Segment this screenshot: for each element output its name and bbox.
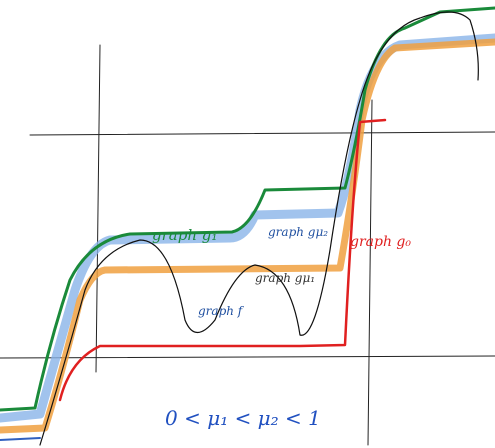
curve-f bbox=[39, 11, 479, 446]
caption: 0 < μ₁ < μ₂ < 1 bbox=[165, 406, 321, 430]
left-vertical-line bbox=[95, 44, 101, 373]
curve-g1 bbox=[0, 6, 495, 412]
label-g-mu1: graph gμ₁ bbox=[255, 271, 315, 285]
curve-g0 bbox=[58, 118, 387, 402]
label-g1: graph g₁ bbox=[152, 226, 217, 244]
label-g-mu2: graph gμ₂ bbox=[268, 225, 328, 239]
curve-g-mu1 bbox=[0, 38, 495, 434]
label-g0: graph g₀ bbox=[350, 234, 411, 250]
curve-stub bbox=[0, 437, 41, 441]
upper-horizontal-line bbox=[29, 131, 495, 136]
right-vertical-line bbox=[367, 99, 373, 446]
label-f: graph f bbox=[198, 304, 245, 318]
